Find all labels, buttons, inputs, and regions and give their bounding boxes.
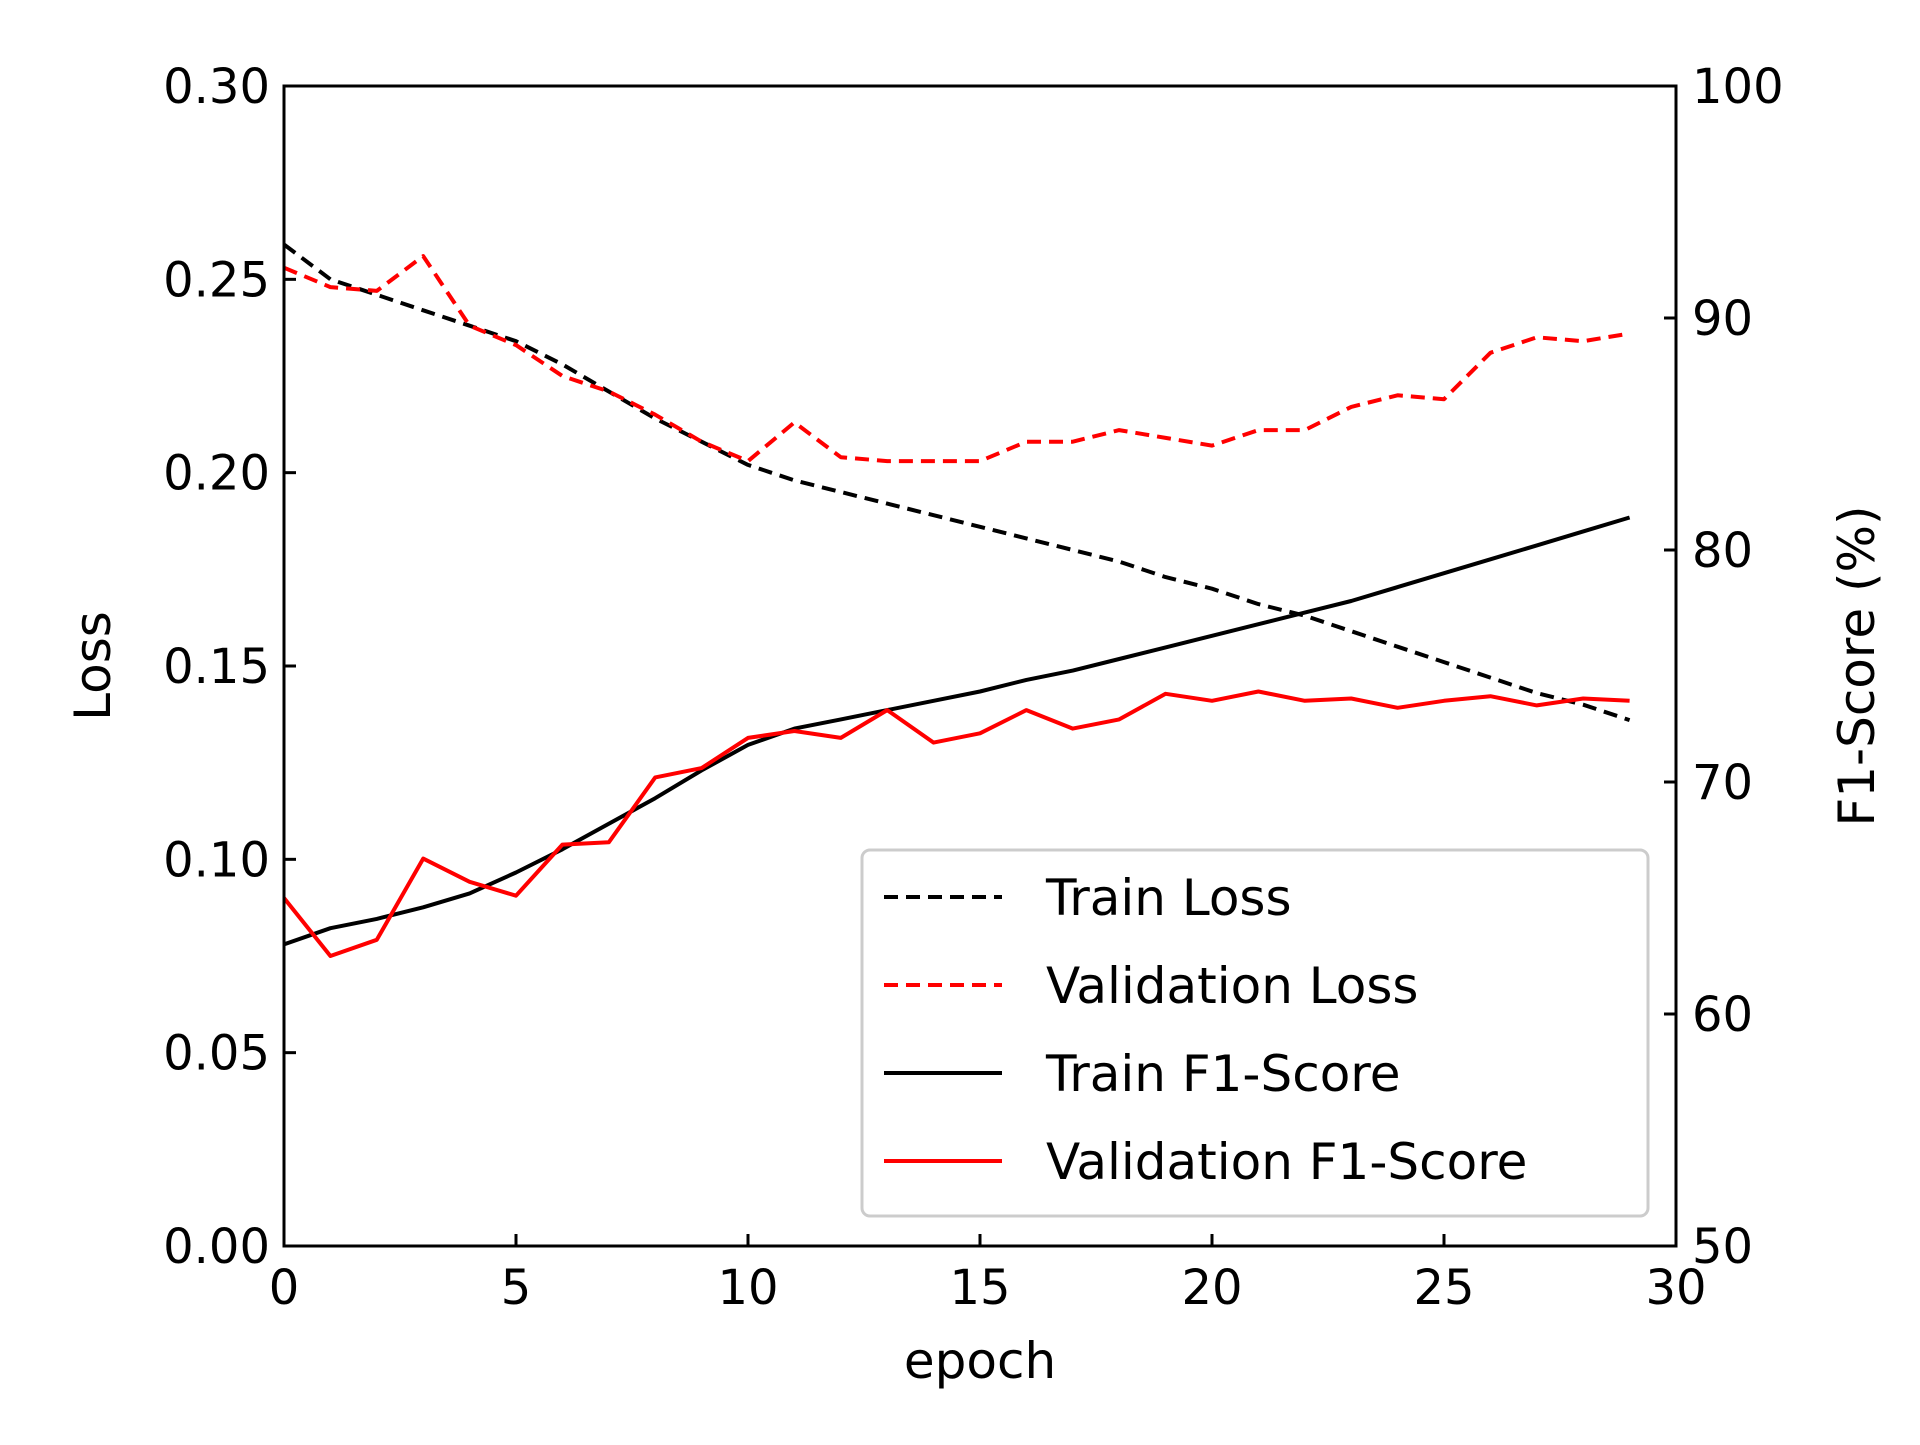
y-right-tick-label: 50 <box>1692 1219 1753 1275</box>
x-tick-label: 30 <box>1645 1260 1706 1316</box>
series-line-validation-loss <box>283 254 1630 464</box>
legend-label: Validation Loss <box>1046 957 1418 1015</box>
x-tick-label: 20 <box>1181 1260 1242 1316</box>
y-left-axis-label: Loss <box>64 611 122 721</box>
legend-label: Train Loss <box>1045 869 1292 927</box>
series-line-validation-f1-score <box>282 689 1630 958</box>
x-axis-label: epoch <box>904 1332 1056 1390</box>
y-right-axis-ticks: 50 60 70 80 90 100 <box>1664 59 1784 1275</box>
y-right-tick-label: 70 <box>1692 755 1753 811</box>
legend-entries: Train Loss Validation Loss Train F1-Score V… <box>884 869 1527 1191</box>
x-tick-label: 0 <box>269 1260 300 1316</box>
plot-lines <box>282 242 1631 958</box>
y-left-tick-label: 0.30 <box>163 59 270 115</box>
y-left-tick-label: 0.05 <box>163 1026 270 1082</box>
y-left-tick-label: 0.10 <box>163 832 270 888</box>
y-right-tick-label: 90 <box>1692 291 1753 347</box>
series-line-train-loss <box>282 242 1631 722</box>
x-tick-label: 10 <box>717 1260 778 1316</box>
y-right-tick-label: 100 <box>1692 59 1784 115</box>
y-left-axis-ticks: 0.00 0.05 0.10 0.15 0.20 0.25 0.30 <box>163 59 296 1275</box>
legend-label: Train F1-Score <box>1045 1045 1401 1103</box>
x-tick-label: 15 <box>949 1260 1010 1316</box>
legend-box <box>860 848 1650 1218</box>
y-left-tick-label: 0.15 <box>163 639 270 695</box>
x-tick-label: 25 <box>1413 1260 1474 1316</box>
y-left-tick-label: 0.25 <box>163 252 270 308</box>
y-left-tick-label: 0.00 <box>163 1219 270 1275</box>
x-tick-label: 5 <box>501 1260 532 1316</box>
y-right-tick-label: 80 <box>1692 523 1753 579</box>
y-right-tick-label: 60 <box>1692 987 1753 1043</box>
legend-label: Validation F1-Score <box>1046 1133 1527 1191</box>
x-axis-ticks: 0 5 10 15 20 25 30 <box>269 1234 1707 1316</box>
y-left-tick-label: 0.20 <box>163 446 270 502</box>
series-line-train-f1-score <box>283 515 1631 947</box>
y-right-axis-label: F1-Score (%) <box>1828 505 1886 826</box>
legend: Train Loss Validation Loss Train F1-Score V… <box>860 848 1650 1218</box>
